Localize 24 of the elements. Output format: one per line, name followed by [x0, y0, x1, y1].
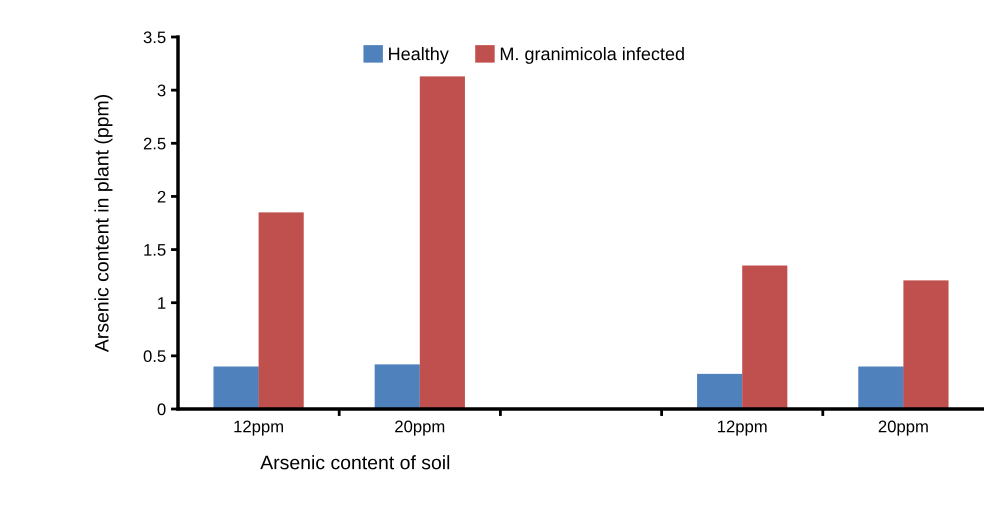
bar	[258, 212, 304, 409]
y-tick-label: 2.5	[144, 138, 166, 150]
y-tick-label: 1.5	[144, 244, 166, 256]
x-tick-label: 12ppm	[234, 420, 283, 436]
bar	[858, 366, 904, 409]
x-tick-label: 20ppm	[878, 420, 928, 436]
bar	[420, 76, 465, 409]
bar	[903, 280, 949, 409]
bar	[374, 364, 420, 409]
x-tick-label: 20ppm	[395, 420, 444, 436]
bar	[213, 366, 259, 409]
y-tick-label: 3.5	[144, 31, 166, 44]
y-tick-label: 2	[158, 190, 166, 202]
y-tick-label: 0.5	[144, 350, 166, 362]
x-tick-label: 12ppm	[718, 420, 767, 436]
x-axis-title: Arsenic content of soil	[260, 455, 450, 470]
legend-label: Healthy	[389, 46, 449, 64]
y-tick-label: 3	[158, 84, 166, 96]
bar	[697, 374, 742, 409]
y-tick-label: 0	[158, 403, 166, 416]
y-axis-title: Arsenic content in plant (ppm)	[94, 95, 112, 352]
y-tick-label: 1	[158, 297, 166, 309]
bar	[742, 266, 788, 409]
legend-label: M. granimicola infected	[500, 46, 684, 64]
